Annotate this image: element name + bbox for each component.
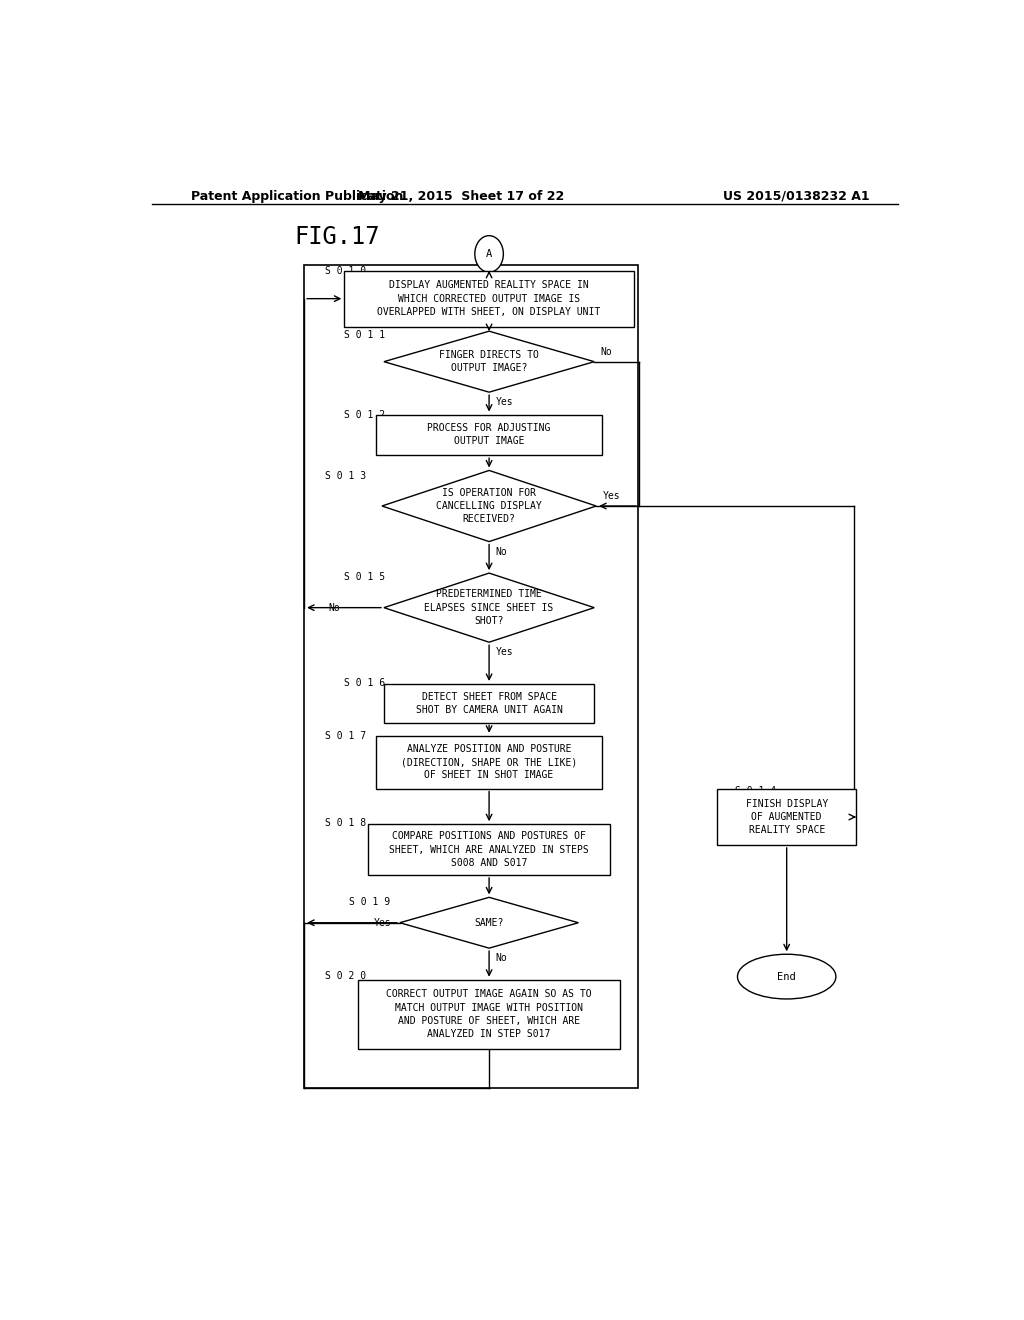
Text: SAME?: SAME? xyxy=(474,917,504,928)
Bar xyxy=(344,271,634,326)
Text: S 0 1 7: S 0 1 7 xyxy=(325,731,366,741)
Text: S 0 1 3: S 0 1 3 xyxy=(325,470,366,480)
Text: S 0 1 8: S 0 1 8 xyxy=(325,818,366,828)
Text: Yes: Yes xyxy=(374,917,392,928)
Polygon shape xyxy=(399,898,579,948)
Text: US 2015/0138232 A1: US 2015/0138232 A1 xyxy=(723,190,869,202)
Text: S 0 1 9: S 0 1 9 xyxy=(348,898,390,907)
Polygon shape xyxy=(382,470,596,541)
Text: No: No xyxy=(496,546,507,557)
Text: PROCESS FOR ADJUSTING
OUTPUT IMAGE: PROCESS FOR ADJUSTING OUTPUT IMAGE xyxy=(427,424,551,446)
Bar xyxy=(384,684,594,722)
Text: Yes: Yes xyxy=(496,647,513,657)
Text: S 0 1 0: S 0 1 0 xyxy=(325,267,366,276)
Text: IS OPERATION FOR
CANCELLING DISPLAY
RECEIVED?: IS OPERATION FOR CANCELLING DISPLAY RECE… xyxy=(436,488,542,524)
Text: FIG.17: FIG.17 xyxy=(295,224,380,248)
Text: S 0 1 5: S 0 1 5 xyxy=(344,572,385,582)
Text: May 21, 2015  Sheet 17 of 22: May 21, 2015 Sheet 17 of 22 xyxy=(358,190,564,202)
Text: S 0 1 6: S 0 1 6 xyxy=(344,678,385,688)
Ellipse shape xyxy=(737,954,836,999)
Bar xyxy=(304,265,638,1089)
Text: No: No xyxy=(329,603,340,612)
Text: S 0 1 1: S 0 1 1 xyxy=(344,330,385,341)
Text: No: No xyxy=(601,347,612,356)
Text: COMPARE POSITIONS AND POSTURES OF
SHEET, WHICH ARE ANALYZED IN STEPS
S008 AND S0: COMPARE POSITIONS AND POSTURES OF SHEET,… xyxy=(389,832,589,867)
Text: Patent Application Publication: Patent Application Publication xyxy=(191,190,403,202)
Text: CORRECT OUTPUT IMAGE AGAIN SO AS TO
MATCH OUTPUT IMAGE WITH POSITION
AND POSTURE: CORRECT OUTPUT IMAGE AGAIN SO AS TO MATC… xyxy=(386,990,592,1039)
Text: S 0 2 0: S 0 2 0 xyxy=(325,970,366,981)
Bar xyxy=(376,735,602,788)
Text: PREDETERMINED TIME
ELAPSES SINCE SHEET IS
SHOT?: PREDETERMINED TIME ELAPSES SINCE SHEET I… xyxy=(425,590,554,626)
Text: ANALYZE POSITION AND POSTURE
(DIRECTION, SHAPE OR THE LIKE)
OF SHEET IN SHOT IMA: ANALYZE POSITION AND POSTURE (DIRECTION,… xyxy=(401,744,578,780)
Text: Yes: Yes xyxy=(496,397,513,408)
Bar xyxy=(358,979,621,1049)
Text: A: A xyxy=(486,249,493,259)
Text: DETECT SHEET FROM SPACE
SHOT BY CAMERA UNIT AGAIN: DETECT SHEET FROM SPACE SHOT BY CAMERA U… xyxy=(416,692,562,715)
Text: End: End xyxy=(777,972,796,982)
Bar xyxy=(717,789,856,845)
Bar xyxy=(368,824,610,875)
Text: S 0 1 4: S 0 1 4 xyxy=(735,785,776,796)
Text: No: No xyxy=(496,953,507,964)
Text: DISPLAY AUGMENTED REALITY SPACE IN
WHICH CORRECTED OUTPUT IMAGE IS
OVERLAPPED WI: DISPLAY AUGMENTED REALITY SPACE IN WHICH… xyxy=(378,280,601,317)
Polygon shape xyxy=(384,331,594,392)
Text: FINGER DIRECTS TO
OUTPUT IMAGE?: FINGER DIRECTS TO OUTPUT IMAGE? xyxy=(439,350,539,374)
Text: S 0 1 2: S 0 1 2 xyxy=(344,409,385,420)
Polygon shape xyxy=(384,573,594,643)
Text: FINISH DISPLAY
OF AUGMENTED
REALITY SPACE: FINISH DISPLAY OF AUGMENTED REALITY SPAC… xyxy=(745,799,827,836)
Bar xyxy=(376,414,602,455)
Text: Yes: Yes xyxy=(602,491,621,500)
Circle shape xyxy=(475,236,504,272)
